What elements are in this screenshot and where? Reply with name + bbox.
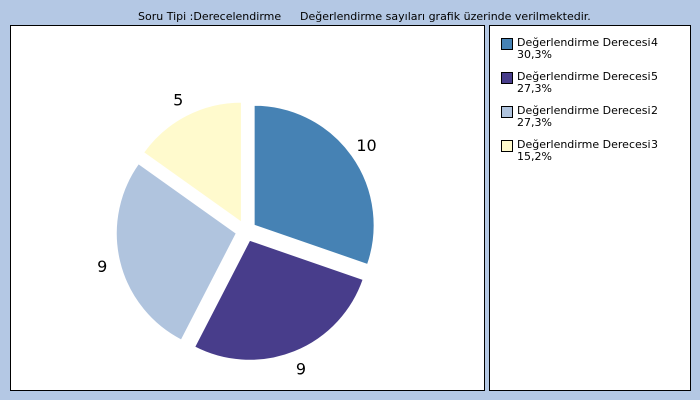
legend-swatch <box>501 106 513 118</box>
slice-value-label: 10 <box>356 136 376 155</box>
slice-value-label: 9 <box>296 359 306 378</box>
legend-percent: 27,3% <box>517 82 552 95</box>
legend-label: Değerlendirme Derecesi <box>517 36 651 49</box>
legend-code: 5 <box>651 70 658 83</box>
slice-value-label: 5 <box>173 90 183 109</box>
legend-label: Değerlendirme Derecesi <box>517 138 651 151</box>
legend-item: Değerlendirme Derecesi 5 27,3% <box>500 70 690 100</box>
pie-slice <box>142 101 242 224</box>
legend-code: 2 <box>651 104 658 117</box>
legend-item: Değerlendirme Derecesi 2 27,3% <box>500 104 690 134</box>
legend-code: 4 <box>651 36 658 49</box>
legend-percent: 15,2% <box>517 150 552 163</box>
legend-percent: 27,3% <box>517 116 552 129</box>
pie-chart: 10 9 9 5 <box>97 90 377 378</box>
slice-value-label: 9 <box>97 257 107 276</box>
pie-slice <box>194 239 364 361</box>
chart-header: Soru Tipi :Derecelendirme Değerlendirme … <box>0 8 700 26</box>
pie-slice <box>115 163 237 341</box>
legend-item: Değerlendirme Derecesi 4 30,3% <box>500 36 690 66</box>
legend-percent: 30,3% <box>517 48 552 61</box>
legend-code: 3 <box>651 138 658 151</box>
chart-note: Değerlendirme sayıları grafik üzerinde v… <box>300 10 591 23</box>
legend-item: Değerlendirme Derecesi 3 15,2% <box>500 138 690 168</box>
legend-label: Değerlendirme Derecesi <box>517 104 651 117</box>
legend-swatch <box>501 72 513 84</box>
question-type-label: Soru Tipi :Derecelendirme <box>138 10 282 23</box>
legend-swatch <box>501 140 513 152</box>
pie-slice <box>253 104 375 266</box>
legend-panel: Değerlendirme Derecesi 4 30,3% Değerlend… <box>489 25 691 391</box>
legend-swatch <box>501 38 513 50</box>
plot-panel: 10 9 9 5 <box>10 25 485 391</box>
legend-label: Değerlendirme Derecesi <box>517 70 651 83</box>
